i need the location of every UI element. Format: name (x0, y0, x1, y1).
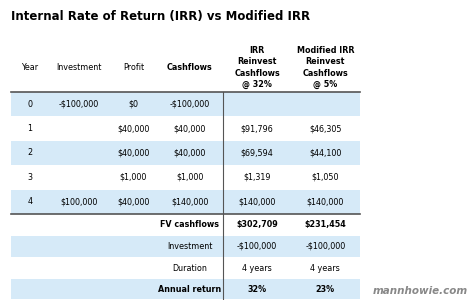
Text: $1,319: $1,319 (243, 173, 271, 182)
Text: 4 years: 4 years (242, 264, 272, 273)
Text: $40,000: $40,000 (173, 148, 206, 158)
Text: Annual return: Annual return (158, 285, 221, 294)
Bar (11, 141, 359, 165)
Bar (11, 190, 359, 214)
Text: $1,050: $1,050 (311, 173, 339, 182)
Text: $69,594: $69,594 (241, 148, 273, 158)
Text: Profit: Profit (123, 63, 144, 72)
Bar (11, 279, 359, 300)
Text: $46,305: $46,305 (309, 124, 342, 133)
Text: $1,000: $1,000 (176, 173, 203, 182)
Text: 32%: 32% (247, 285, 266, 294)
Text: Modified IRR
Reinvest
Cashflows
@ 5%: Modified IRR Reinvest Cashflows @ 5% (297, 46, 354, 89)
Bar (11, 165, 359, 190)
Text: 3: 3 (27, 173, 32, 182)
Text: $0: $0 (128, 100, 138, 109)
Text: Investment: Investment (56, 63, 102, 72)
Text: $40,000: $40,000 (117, 148, 149, 158)
Text: $44,100: $44,100 (309, 148, 342, 158)
Text: Cashflows: Cashflows (167, 63, 213, 72)
Text: Internal Rate of Return (IRR) vs Modified IRR: Internal Rate of Return (IRR) vs Modifie… (11, 10, 310, 23)
Text: -$100,000: -$100,000 (59, 100, 99, 109)
Text: Year: Year (21, 63, 38, 72)
Text: $302,709: $302,709 (236, 220, 278, 229)
Bar (11, 236, 359, 257)
Text: Investment: Investment (167, 242, 212, 251)
Text: IRR
Reinvest
Cashflows
@ 32%: IRR Reinvest Cashflows @ 32% (234, 46, 280, 89)
Text: 1: 1 (27, 124, 32, 133)
Text: $140,000: $140,000 (307, 197, 344, 206)
Text: $1,000: $1,000 (119, 173, 147, 182)
Text: 4 years: 4 years (310, 264, 340, 273)
Text: $140,000: $140,000 (238, 197, 276, 206)
Bar (11, 116, 359, 141)
Text: FV cashflows: FV cashflows (160, 220, 219, 229)
Bar (11, 214, 359, 236)
Bar (11, 257, 359, 279)
Text: 4: 4 (27, 197, 32, 206)
Text: Duration: Duration (173, 264, 207, 273)
Text: $100,000: $100,000 (61, 197, 98, 206)
Text: $40,000: $40,000 (117, 124, 149, 133)
Text: $231,454: $231,454 (304, 220, 346, 229)
Text: $140,000: $140,000 (171, 197, 209, 206)
Text: -$100,000: -$100,000 (305, 242, 346, 251)
Text: 0: 0 (27, 100, 32, 109)
Text: mannhowie.com: mannhowie.com (373, 286, 468, 296)
Text: -$100,000: -$100,000 (170, 100, 210, 109)
Text: -$100,000: -$100,000 (237, 242, 277, 251)
Text: $40,000: $40,000 (117, 197, 149, 206)
Bar (11, 92, 359, 116)
Text: 2: 2 (27, 148, 32, 158)
Text: $91,796: $91,796 (241, 124, 273, 133)
Text: 23%: 23% (316, 285, 335, 294)
Text: $40,000: $40,000 (173, 124, 206, 133)
